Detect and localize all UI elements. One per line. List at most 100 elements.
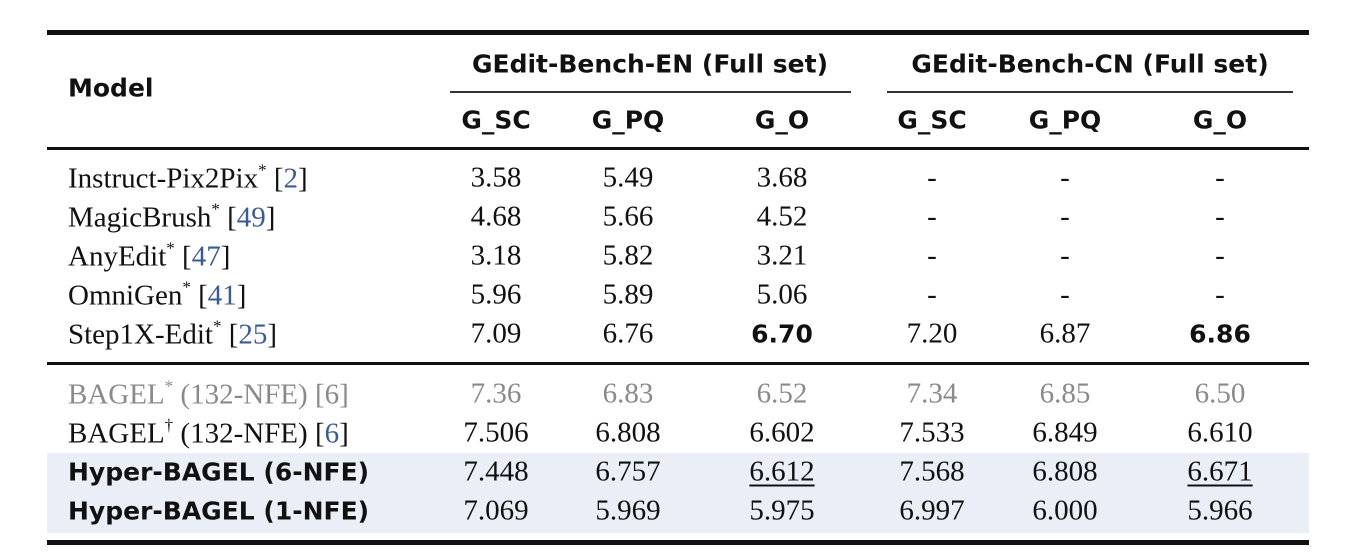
value-cell: 3.21 (756, 239, 808, 272)
value-cell: 6.808 (595, 416, 661, 449)
value-cell: 4.68 (470, 200, 522, 233)
model-cell: AnyEdit* [47] (68, 239, 230, 274)
highlight (47, 453, 1309, 533)
cite-bracket: ] (267, 318, 278, 351)
value-cell: - (927, 278, 937, 311)
model-cell: Step1X-Edit* [25] (68, 317, 277, 352)
value-cell: 6.76 (602, 317, 654, 350)
bottom-rule (47, 540, 1309, 545)
header-rule (47, 147, 1309, 150)
value-cell: 6.757 (595, 455, 661, 488)
value-cell: 5.82 (602, 239, 654, 272)
column-header: G_SC (461, 105, 531, 135)
cite-bracket: [ (182, 240, 192, 273)
cite-bracket: [ (273, 162, 284, 195)
model-mark: * (213, 316, 222, 336)
model-name: OmniGen (68, 279, 183, 312)
value-cell: 5.06 (756, 278, 808, 311)
value-cell: 6.52 (756, 377, 808, 410)
cite-bracket: [ (198, 279, 208, 312)
cite-bracket: ] (339, 417, 349, 450)
value-cell: 6.50 (1194, 377, 1246, 410)
section-rule (47, 362, 1309, 365)
model-cell: OmniGen* [41] (68, 278, 246, 313)
cite-bracket: [ (228, 318, 239, 351)
model-cell: Instruct-Pix2Pix* [2] (68, 161, 308, 196)
value-cell: 7.09 (470, 317, 522, 350)
model-name: Step1X-Edit (68, 318, 213, 351)
cite-bracket: [ (227, 201, 237, 234)
value-cell: - (1215, 278, 1225, 311)
value-cell: - (1215, 200, 1225, 233)
model-cell: Hyper-BAGEL (6-NFE) (68, 458, 369, 487)
value-cell: 6.612 (749, 455, 815, 488)
top-rule (47, 30, 1309, 35)
model-cell: Hyper-BAGEL (1-NFE) (68, 497, 369, 526)
model-header: Model (68, 73, 154, 103)
value-cell: - (927, 239, 937, 272)
value-cell: 5.49 (602, 161, 654, 194)
value-cell: 6.000 (1032, 494, 1098, 527)
model-name: Instruct-Pix2Pix (68, 162, 259, 195)
value-cell: 6.849 (1032, 416, 1098, 449)
value-cell: 6.997 (899, 494, 965, 527)
column-header: G_O (1192, 105, 1248, 135)
value-cell: - (927, 161, 937, 194)
model-name: Hyper-BAGEL (6-NFE) (68, 457, 370, 487)
value-cell: 5.969 (595, 494, 661, 527)
model-name: BAGEL (68, 417, 165, 450)
value-cell: 6.808 (1032, 455, 1098, 488)
value-cell: 3.18 (470, 239, 522, 272)
column-header: G_PQ (591, 105, 665, 135)
value-cell: 7.568 (899, 455, 965, 488)
group-rule (450, 91, 851, 93)
value-cell: 6.85 (1039, 377, 1091, 410)
column-header: G_PQ (1028, 105, 1102, 135)
value-cell: 6.602 (749, 416, 815, 449)
model-name: Hyper-BAGEL (1-NFE) (68, 496, 370, 526)
value-cell: 6.671 (1187, 455, 1253, 488)
cite-ref: 6 (324, 378, 340, 411)
value-cell: 7.506 (463, 416, 529, 449)
cite-bracket: [ (314, 378, 325, 411)
value-cell: 7.448 (463, 455, 529, 488)
cite-ref: 25 (238, 318, 268, 351)
model-mark: † (164, 415, 174, 435)
value-cell: 7.34 (906, 377, 958, 410)
value-cell: - (1060, 239, 1070, 272)
model-name: AnyEdit (68, 240, 167, 273)
value-cell: 3.58 (470, 161, 522, 194)
model-suffix: (132-NFE) (180, 417, 308, 450)
model-name: BAGEL (68, 378, 165, 411)
model-cell: BAGEL† (132-NFE) [6] (68, 416, 349, 451)
model-name: MagicBrush (68, 201, 212, 234)
model-cell: BAGEL* (132-NFE) [6] (68, 377, 349, 412)
cite-ref: 2 (283, 162, 299, 195)
value-cell: 6.87 (1039, 317, 1091, 350)
value-cell: 5.96 (470, 278, 522, 311)
value-cell: 7.20 (906, 317, 958, 350)
value-cell: 5.966 (1187, 494, 1253, 527)
cite-bracket: ] (339, 378, 349, 411)
group-rule (887, 91, 1293, 93)
value-cell: - (1060, 278, 1070, 311)
model-mark: * (211, 199, 220, 219)
value-cell: 6.70 (751, 319, 813, 349)
cite-bracket: ] (236, 279, 247, 312)
value-cell: - (1215, 161, 1225, 194)
value-cell: 7.36 (470, 377, 522, 410)
value-cell: - (1060, 161, 1070, 194)
value-cell: 6.86 (1189, 319, 1251, 349)
value-cell: - (1215, 239, 1225, 272)
cite-ref: 49 (236, 201, 266, 234)
model-mark: * (182, 277, 191, 297)
group-header: GEdit-Bench-EN (Full set) (471, 49, 829, 79)
cite-bracket: ] (298, 162, 308, 195)
column-header: G_O (754, 105, 810, 135)
value-cell: 5.975 (749, 494, 815, 527)
value-cell: 6.610 (1187, 416, 1253, 449)
column-header: G_SC (897, 105, 967, 135)
value-cell: - (1060, 200, 1070, 233)
value-cell: 5.66 (602, 200, 654, 233)
